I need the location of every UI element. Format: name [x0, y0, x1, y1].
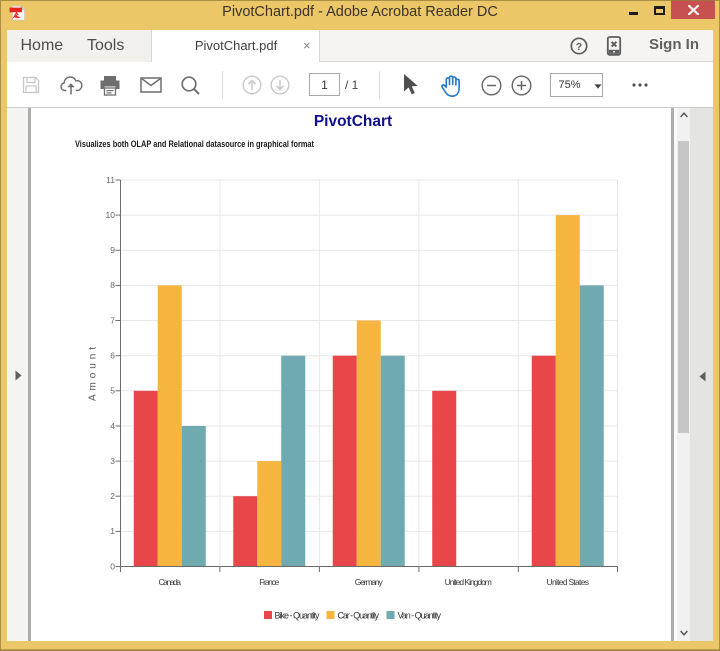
svg-text:9: 9: [110, 245, 115, 255]
svg-text:?: ?: [576, 41, 582, 53]
svg-text:Bike - Quantity: Bike - Quantity: [275, 611, 321, 621]
svg-text:4: 4: [110, 421, 115, 431]
svg-text:5: 5: [110, 386, 115, 396]
svg-text:Amount: Amount: [88, 347, 99, 401]
svg-text:1: 1: [110, 526, 115, 536]
svg-text:8: 8: [110, 280, 115, 290]
svg-text:United Kingdom: United Kingdom: [445, 577, 492, 587]
svg-text:Germany: Germany: [355, 577, 384, 587]
svg-text:Visualizes both OLAP and Relat: Visualizes both OLAP and Relational data…: [75, 139, 314, 149]
svg-text:11: 11: [106, 175, 115, 185]
svg-text:2: 2: [110, 491, 115, 501]
svg-text:6: 6: [110, 351, 115, 361]
svg-text:10: 10: [106, 210, 116, 220]
svg-text:Van - Quantity: Van - Quantity: [398, 611, 442, 621]
svg-text:France: France: [259, 577, 279, 587]
svg-text:Canada: Canada: [159, 577, 182, 587]
svg-text:Car - Quantity: Car - Quantity: [338, 611, 380, 621]
svg-text:0: 0: [110, 561, 115, 571]
svg-text:7: 7: [110, 315, 115, 325]
svg-text:United States: United States: [547, 577, 589, 587]
svg-text:3: 3: [110, 456, 115, 466]
